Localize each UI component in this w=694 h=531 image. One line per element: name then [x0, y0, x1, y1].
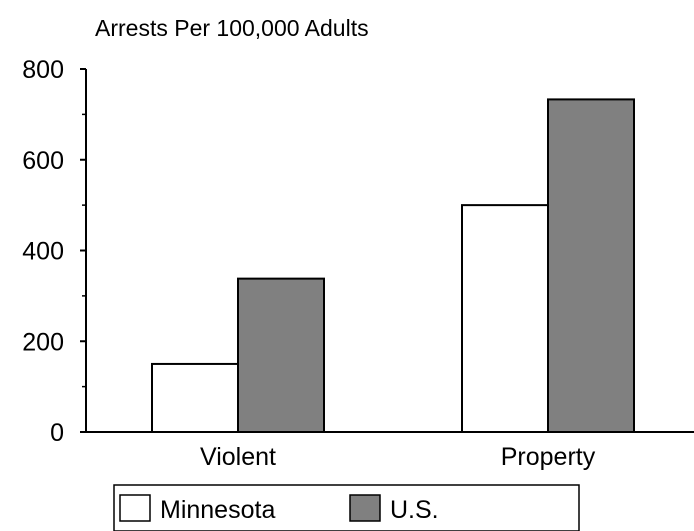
bar-minnesota-property — [461, 204, 549, 433]
legend-box — [113, 484, 580, 531]
bar-u-s-violent — [237, 277, 325, 433]
y-tick-label: 0 — [50, 419, 64, 447]
chart-title: Arrests Per 100,000 Adults — [95, 15, 369, 41]
legend-label: U.S. — [390, 496, 439, 524]
x-category-label: Property — [501, 443, 596, 471]
legend: Minnesota U.S. — [113, 484, 580, 531]
y-tick-label: 400 — [22, 238, 64, 266]
axes: 0 200 400 600 800 Violent Property — [22, 56, 694, 471]
bar-minnesota-violent — [151, 362, 239, 433]
y-tick-label: 600 — [22, 147, 64, 175]
bars — [151, 98, 635, 434]
bar-u-s-property — [547, 98, 635, 434]
legend-swatch — [119, 494, 151, 522]
y-tick-label: 800 — [22, 56, 64, 84]
legend-swatch — [349, 494, 381, 522]
legend-label: Minnesota — [160, 496, 275, 524]
y-tick-label: 200 — [22, 328, 64, 356]
x-category-label: Violent — [200, 443, 276, 471]
